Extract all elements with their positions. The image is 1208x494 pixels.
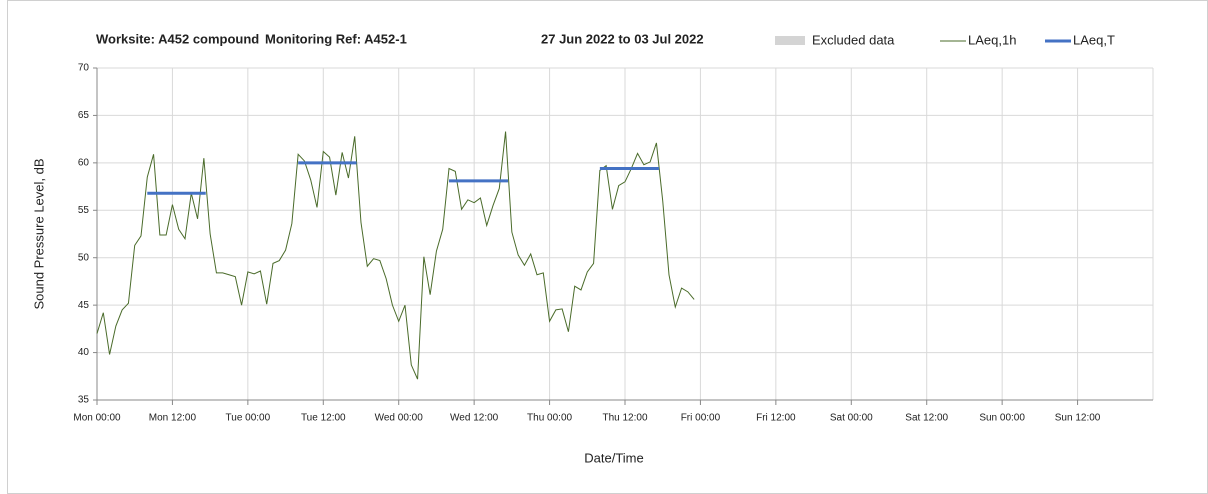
y-tick-label: 35 <box>78 395 90 406</box>
x-tick-label: Thu 00:00 <box>527 413 572 424</box>
x-tick-label: Thu 12:00 <box>602 413 647 424</box>
x-tick-label: Mon 00:00 <box>73 413 121 424</box>
y-tick-label: 45 <box>78 300 90 311</box>
x-tick-label: Mon 12:00 <box>149 413 197 424</box>
x-tick-label: Sat 12:00 <box>905 413 948 424</box>
chart-border <box>7 0 1208 494</box>
chart-title: Worksite: A452 compound <box>96 31 259 46</box>
x-tick-label: Fri 00:00 <box>681 413 721 424</box>
x-tick-label: Sun 12:00 <box>1055 413 1101 424</box>
data-line <box>96 131 695 380</box>
y-tick-label: 70 <box>78 63 90 74</box>
y-tick-label: 60 <box>78 157 90 168</box>
legend-label: LAeq,T <box>1073 32 1115 47</box>
x-tick-label: Tue 12:00 <box>301 413 346 424</box>
x-tick-label: Fri 12:00 <box>756 413 796 424</box>
y-tick-label: 50 <box>78 252 90 263</box>
x-axis-title: Date/Time <box>584 450 643 465</box>
x-tick-label: Wed 12:00 <box>450 413 499 424</box>
chart-title: Monitoring Ref: A452-1 <box>265 31 407 46</box>
y-tick-label: 40 <box>78 347 90 358</box>
chart-title: 27 Jun 2022 to 03 Jul 2022 <box>541 31 704 46</box>
x-tick-label: Tue 00:00 <box>226 413 271 424</box>
x-tick-label: Sun 00:00 <box>979 413 1025 424</box>
y-tick-label: 55 <box>78 205 90 216</box>
legend-label: LAeq,1h <box>968 32 1016 47</box>
legend-label: Excluded data <box>812 32 895 47</box>
y-tick-label: 65 <box>78 110 90 121</box>
x-tick-label: Wed 00:00 <box>375 413 424 424</box>
x-tick-label: Sat 00:00 <box>830 413 873 424</box>
y-axis-title: Sound Pressure Level, dB <box>31 158 46 309</box>
legend-swatch <box>775 36 805 45</box>
